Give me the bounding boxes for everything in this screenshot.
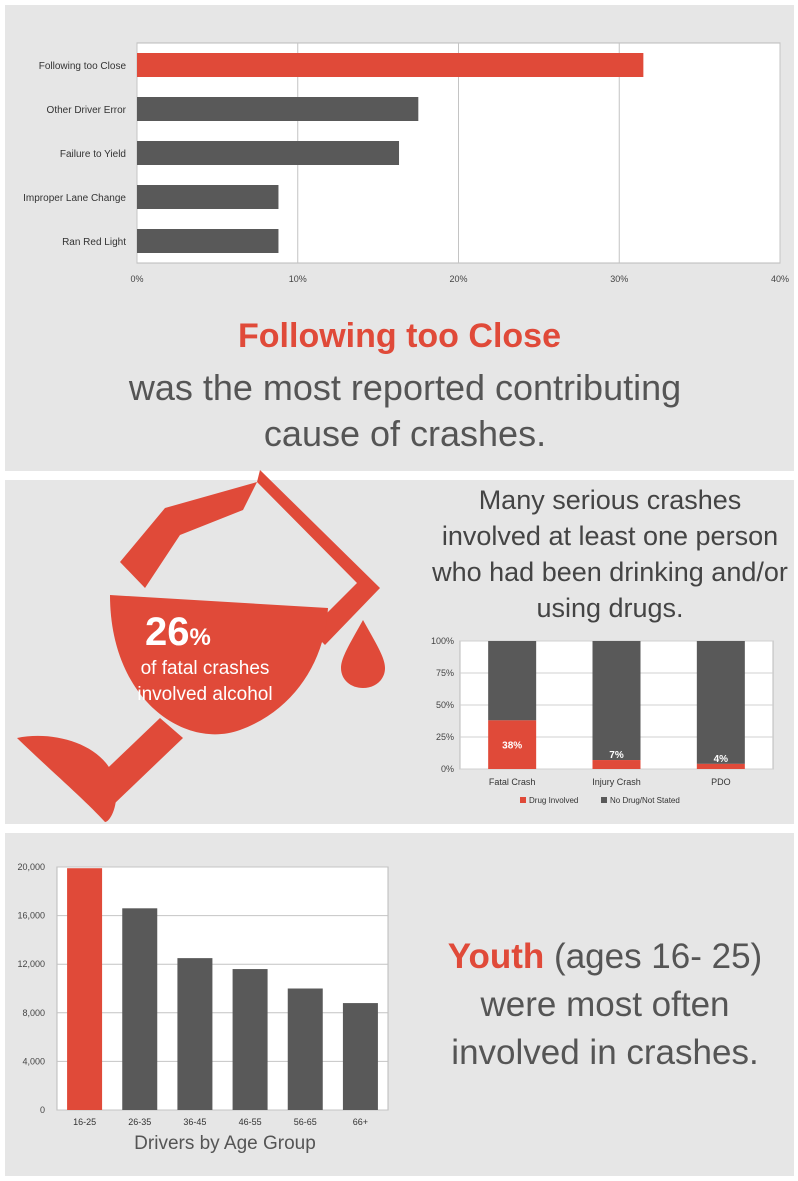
causes-chart: 0% 10% 20% 30% 40% Following too Close Other D…: [23, 42, 789, 284]
age-chart-title: Drivers by Age Group: [134, 1133, 316, 1154]
wine-glass-icon: [17, 470, 385, 822]
legend-swatch-no-drug: [601, 797, 607, 803]
legend-swatch-drug: [520, 797, 526, 803]
drug-tick-label: 25%: [436, 732, 454, 742]
drug-bar-no-drug: [592, 641, 641, 761]
alcohol-percent-value: 26: [145, 610, 190, 654]
drug-bar-drug: [696, 763, 745, 769]
causes-description: was the most reported contributing cause…: [128, 367, 682, 454]
causes-bar: [137, 185, 279, 209]
drug-data-label: 38%: [502, 741, 522, 752]
age-category-label: 36-45: [183, 1117, 206, 1127]
causes-category-label: Following too Close: [39, 61, 127, 72]
drug-data-label: 7%: [609, 750, 624, 761]
causes-category-label: Failure to Yield: [60, 149, 126, 160]
alcohol-percent: 26%: [145, 610, 211, 655]
drug-bar-no-drug: [696, 641, 745, 764]
age-tick-label: 12,000: [17, 959, 45, 969]
causes-bar: [137, 97, 419, 121]
age-tick-label: 16,000: [17, 911, 45, 921]
causes-tick-label: 40%: [771, 274, 789, 284]
drug-chart: 0% 25% 50% 75% 100% 38% Fatal Crash 7% Injury Cr…: [431, 636, 774, 805]
drink-drug-statement: Many serious crashes involved at least o…: [432, 485, 788, 623]
age-tick-label: 8,000: [22, 1008, 45, 1018]
youth-statement: Youth (ages 16- 25) were most often invo…: [430, 933, 780, 1077]
drug-tick-label: 0%: [441, 764, 454, 774]
drug-bar-no-drug: [488, 641, 537, 721]
causes-tick-label: 10%: [289, 274, 307, 284]
alcohol-caption: of fatal crashes involved alcohol: [137, 658, 273, 705]
causes-bar: [137, 53, 644, 77]
age-bar: [287, 988, 323, 1110]
age-plot-area: [56, 866, 389, 1111]
age-category-label: 26-35: [128, 1117, 151, 1127]
age-bar: [232, 969, 268, 1110]
alcohol-percent-sign: %: [189, 624, 211, 651]
causes-bar: [137, 141, 400, 165]
age-tick-label: 0: [40, 1105, 45, 1115]
causes-panel: 0% 10% 20% 30% 40% Following too Close Other D…: [5, 5, 794, 471]
causes-bar: [137, 229, 279, 253]
age-category-label: 16-25: [73, 1117, 96, 1127]
causes-tick-label: 20%: [449, 274, 467, 284]
age-category-label: 56-65: [294, 1117, 317, 1127]
causes-category-label: Other Driver Error: [47, 105, 127, 116]
age-chart: 0 4,000 8,000 12,000 16,000 20,000 16-25 26-35 3…: [17, 862, 389, 1127]
legend-label-no-drug: No Drug/Not Stated: [610, 796, 680, 805]
age-category-label: 46-55: [239, 1117, 262, 1127]
legend-label-drug: Drug Involved: [529, 796, 578, 805]
causes-headline: Following too Close: [238, 317, 561, 355]
drug-bar-drug: [592, 760, 641, 769]
drug-tick-label: 50%: [436, 700, 454, 710]
age-tick-label: 4,000: [22, 1056, 45, 1066]
drug-category-label: Fatal Crash: [489, 777, 536, 787]
age-bar: [342, 1003, 378, 1110]
drug-tick-label: 75%: [436, 668, 454, 678]
age-category-label: 66+: [353, 1117, 368, 1127]
drug-category-label: Injury Crash: [592, 777, 641, 787]
age-bar: [177, 958, 213, 1110]
causes-category-label: Improper Lane Change: [23, 193, 126, 204]
age-panel: 0 4,000 8,000 12,000 16,000 20,000 16-25 26-35 3…: [5, 833, 794, 1176]
causes-tick-label: 0%: [130, 274, 143, 284]
age-bar: [67, 868, 103, 1110]
age-bar: [122, 908, 158, 1110]
youth-word: Youth: [447, 937, 545, 976]
drug-category-label: PDO: [711, 777, 731, 787]
causes-category-label: Ran Red Light: [62, 237, 126, 248]
drug-tick-label: 100%: [431, 636, 454, 646]
youth-rest: (ages 16- 25) were most often involved i…: [451, 937, 763, 1072]
causes-tick-label: 30%: [610, 274, 628, 284]
alcohol-panel: 26% of fatal crashes involved alcohol Ma…: [5, 470, 794, 824]
age-tick-label: 20,000: [17, 862, 45, 872]
drug-data-label: 4%: [714, 754, 729, 765]
drug-bar-drug: [488, 720, 537, 769]
